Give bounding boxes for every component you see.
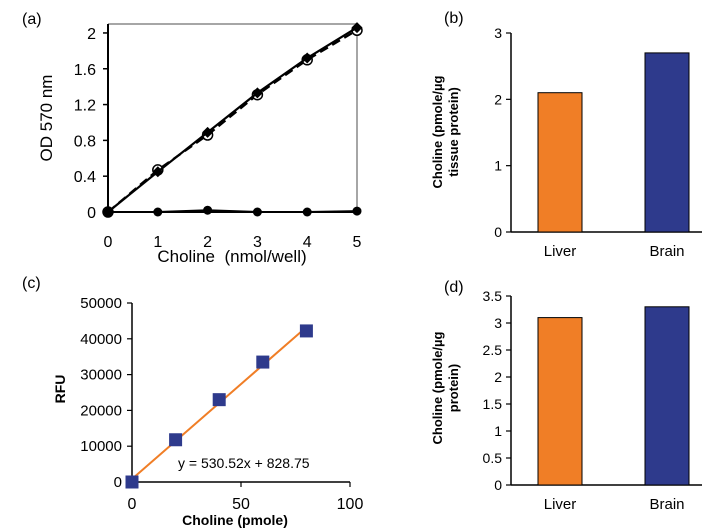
panel-d-label: (d) xyxy=(444,279,464,296)
data-point-square xyxy=(212,393,226,407)
panel-a-y-axis-title: OD 570 nm xyxy=(37,75,56,162)
data-point-filled-circle xyxy=(203,205,213,215)
y-tick-label: 1.5 xyxy=(483,396,503,412)
y-tick-label: 1 xyxy=(494,158,502,174)
x-tick-label: Liver xyxy=(544,496,577,513)
y-tick-label: 1 xyxy=(494,423,502,439)
panel-b-label: (b) xyxy=(444,10,464,27)
y-tick-label: 0 xyxy=(494,477,502,493)
data-point-square xyxy=(169,433,183,447)
x-tick-label: Liver xyxy=(544,243,577,260)
panel-d-y-axis-title-line1: Choline (pmole/µg xyxy=(430,331,445,444)
data-point-diamond xyxy=(202,126,214,138)
panel-c-label: (c) xyxy=(22,275,41,292)
x-tick-label: 0 xyxy=(128,496,137,513)
y-tick-label: 0 xyxy=(114,474,122,491)
y-tick-label: 3 xyxy=(494,25,502,41)
panel-c-chart: Choline (pmole) RFU y = 530.52x + 828.75… xyxy=(52,295,363,528)
data-point-filled-circle xyxy=(153,207,163,217)
data-point-square xyxy=(299,324,313,338)
x-tick-label: Brain xyxy=(649,243,684,260)
x-tick-label: 3 xyxy=(253,234,262,251)
x-tick-label: 50 xyxy=(232,496,250,513)
panel-c-fit-equation: y = 530.52x + 828.75 xyxy=(178,455,310,471)
bar-brain xyxy=(644,306,690,486)
data-point-filled-circle xyxy=(103,207,113,217)
y-tick-label: 3.5 xyxy=(483,288,503,304)
panel-b-y-axis-title-line1: Choline (pmole/µg xyxy=(430,75,445,188)
panel-b-chart: Choline (pmole/µg tissue protein) 0 1 2 3 Li… xyxy=(430,25,702,260)
x-tick-label: 1 xyxy=(153,234,162,251)
x-tick-label: 100 xyxy=(337,496,364,513)
y-tick-label: 10000 xyxy=(80,438,122,455)
x-tick-label: 2 xyxy=(203,234,212,251)
data-point-diamond xyxy=(152,166,164,178)
panel-b-y-axis-title-line2: tissue protein) xyxy=(446,87,461,177)
bar-brain xyxy=(644,52,690,233)
x-tick-label: 4 xyxy=(303,234,312,251)
bar-liver xyxy=(537,92,583,233)
y-tick-label: 1.2 xyxy=(74,98,96,115)
panel-a-x-axis-title: Choline (nmol/well) xyxy=(157,247,306,266)
panel-c-y-axis-title: RFU xyxy=(52,375,68,404)
series-line-diamond xyxy=(107,26,358,213)
data-point-filled-circle xyxy=(302,207,312,217)
y-tick-label: 2 xyxy=(494,369,502,385)
y-tick-label: 0.8 xyxy=(74,133,96,150)
y-tick-label: 50000 xyxy=(80,295,122,312)
data-point-square xyxy=(256,355,270,369)
x-tick-label: 0 xyxy=(104,234,113,251)
y-tick-label: 30000 xyxy=(80,367,122,384)
panel-d-y-axis-title-line2: protein) xyxy=(446,364,461,412)
y-tick-label: 0 xyxy=(87,205,96,222)
panel-c-x-axis-title: Choline (pmole) xyxy=(182,512,288,528)
data-point-diamond xyxy=(351,22,363,34)
y-tick-label: 0.5 xyxy=(483,450,503,466)
series-line-open-circle xyxy=(107,29,358,213)
y-tick-label: 2 xyxy=(494,91,502,107)
y-tick-label: 1.6 xyxy=(74,62,96,79)
data-point-square xyxy=(125,475,139,489)
x-tick-label: Brain xyxy=(649,496,684,513)
data-point-diamond xyxy=(251,87,263,99)
y-tick-label: 40000 xyxy=(80,331,122,348)
panel-a-chart: Choline (nmol/well) OD 570 nm 0 0.4 0.8 1.2… xyxy=(37,22,363,266)
data-point-diamond xyxy=(301,52,313,64)
panel-d-chart: Choline (pmole/µg protein) 0 0.5 1 1.5 2 2.5 3… xyxy=(430,288,702,513)
y-tick-label: 20000 xyxy=(80,402,122,419)
panel-a-label: (a) xyxy=(22,11,42,28)
bar-liver xyxy=(537,317,583,486)
x-tick-label: 5 xyxy=(353,234,362,251)
y-tick-label: 0 xyxy=(494,224,502,240)
y-tick-label: 3 xyxy=(494,315,502,331)
y-tick-label: 2 xyxy=(87,26,96,43)
y-tick-label: 0.4 xyxy=(74,169,96,186)
data-point-filled-circle xyxy=(252,207,262,217)
series-line-filled-circle xyxy=(108,209,358,213)
data-point-filled-circle xyxy=(352,206,362,216)
y-tick-label: 2.5 xyxy=(483,342,503,358)
